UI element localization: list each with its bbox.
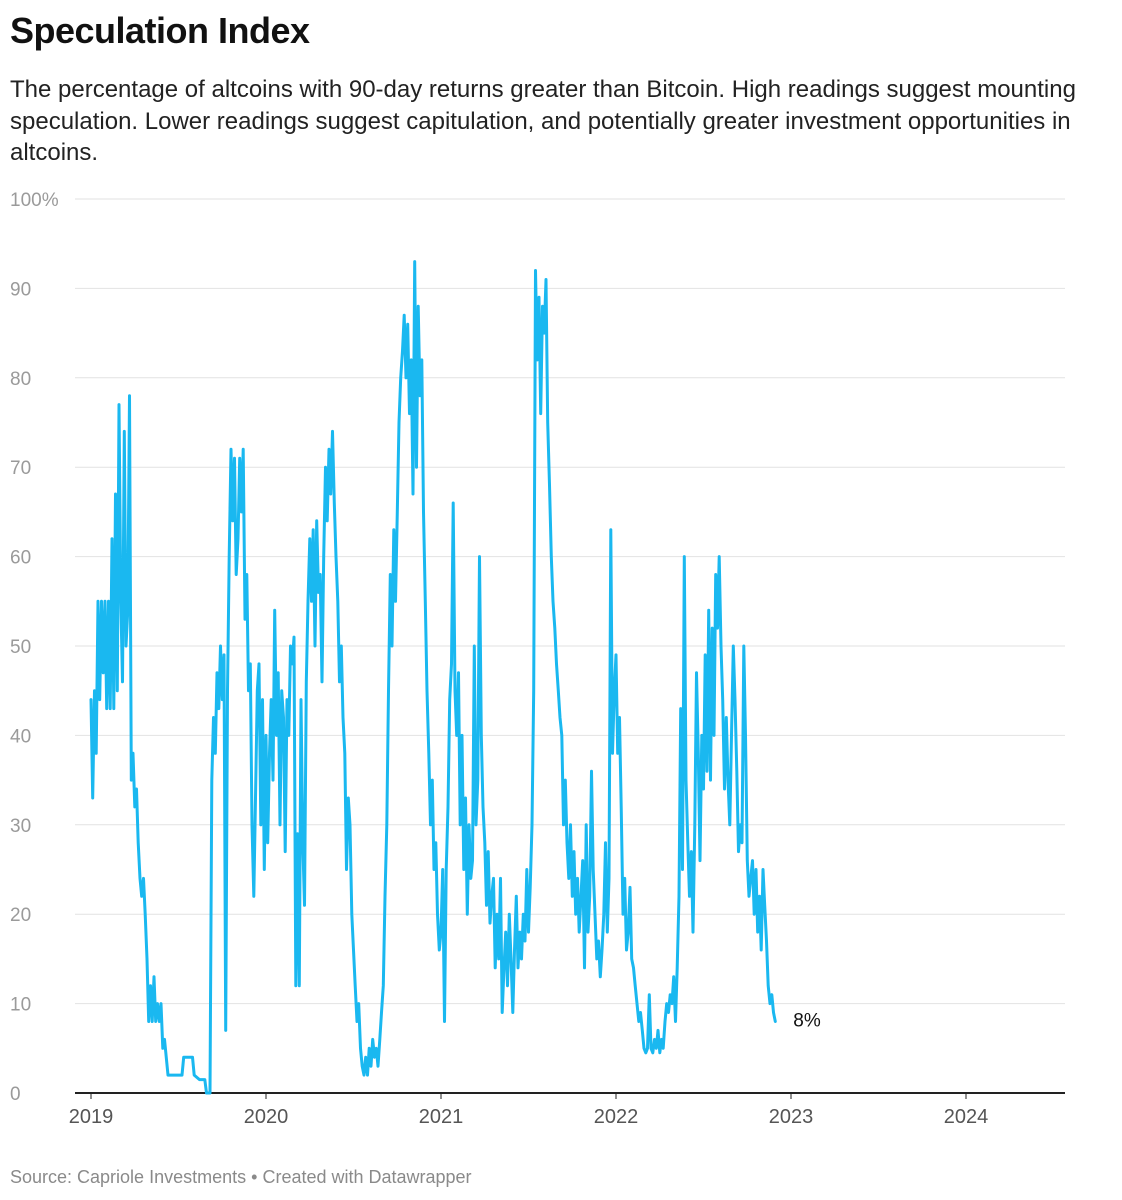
y-tick-label-20: 20	[10, 905, 31, 926]
chart-subtitle: The percentage of altcoins with 90-day r…	[10, 76, 1076, 166]
y-tick-label-30: 30	[10, 816, 31, 837]
series-line-speculation-index	[89, 260, 777, 1095]
source-note: Source: Capriole Investments	[10, 1167, 247, 1187]
gridlines	[75, 198, 1065, 1005]
footer-separator: •	[251, 1167, 258, 1187]
y-tick-label-80: 80	[10, 369, 31, 390]
x-tick-label-2023: 2023	[769, 1106, 814, 1128]
y-tick-label-10: 10	[10, 995, 31, 1016]
chart-title: Speculation Index	[10, 10, 310, 51]
end-value-label: 8%	[793, 1010, 821, 1031]
annotations: 8%	[793, 1010, 821, 1031]
x-tick-label-2021: 2021	[419, 1106, 464, 1128]
x-tick-label-2020: 2020	[244, 1106, 289, 1128]
y-tick-label-90: 90	[10, 279, 31, 300]
y-tick-label-100: 100%	[10, 190, 59, 211]
y-tick-label-50: 50	[10, 637, 31, 658]
x-tick-label-2022: 2022	[594, 1106, 639, 1128]
y-tick-label-0: 0	[10, 1084, 21, 1105]
y-tick-label-60: 60	[10, 548, 31, 569]
y-tick-label-40: 40	[10, 726, 31, 747]
y-axis-labels: 0 10 20 30 40 50 60 70 80 90 100%	[10, 190, 59, 1105]
x-axis: 2019 2020 2021 2022 2023 2024	[69, 1092, 1065, 1128]
series-group	[89, 260, 777, 1095]
chart-footer: Source: Capriole Investments • Created w…	[10, 1167, 472, 1188]
y-tick-label-70: 70	[10, 458, 31, 479]
x-tick-label-2019: 2019	[69, 1106, 114, 1128]
x-tick-label-2024: 2024	[944, 1106, 989, 1128]
datawrapper-credit: Created with Datawrapper	[262, 1167, 472, 1187]
